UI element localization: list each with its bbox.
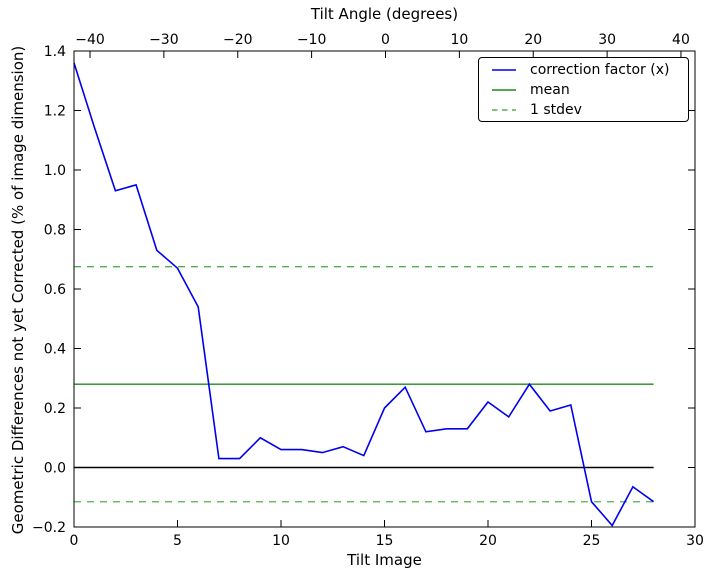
y-tick-label: −0.2 — [32, 520, 66, 536]
y-tick-label: 0.2 — [44, 401, 66, 417]
top-tick-label: 20 — [524, 32, 542, 48]
legend-item: 1 stdev — [479, 100, 688, 120]
top-tick-label: 0 — [381, 32, 390, 48]
x-tick-label: 0 — [70, 533, 79, 549]
y-tick-label: 1.0 — [44, 163, 66, 179]
x-tick-label: 20 — [479, 533, 497, 549]
plot-frame — [73, 50, 696, 528]
x-tick-label: 15 — [376, 533, 394, 549]
top-tick-label: 40 — [672, 32, 690, 48]
x-tick-label: 10 — [272, 533, 290, 549]
x-tick-label: 30 — [686, 533, 704, 549]
legend-line-sample-icon — [492, 69, 516, 71]
x-tick-label: 5 — [173, 533, 182, 549]
legend-item-label: correction factor (x) — [530, 62, 670, 79]
legend-item-label: 1 stdev — [530, 102, 582, 119]
top-tick-label: −20 — [223, 32, 253, 48]
top-axis-title: Tilt Angle (degrees) — [310, 5, 459, 23]
y-axis-label: Geometric Differences not yet Corrected … — [9, 45, 27, 535]
legend-line-sample-icon — [492, 109, 516, 112]
y-tick-label: 0.6 — [44, 282, 66, 298]
x-tick-label: 25 — [583, 533, 601, 549]
y-tick-label: 1.2 — [44, 104, 66, 120]
top-tick-label: 30 — [598, 32, 616, 48]
top-tick-label: −40 — [75, 32, 105, 48]
y-tick-label: 0.0 — [44, 461, 66, 477]
legend-line-sample-icon — [492, 89, 516, 92]
y-tick-label: 0.4 — [44, 342, 66, 358]
legend-item: correction factor (x) — [479, 60, 688, 80]
series-correction-factor-x- — [73, 62, 655, 527]
top-tick-label: −10 — [297, 32, 327, 48]
legend-item-label: mean — [530, 82, 570, 99]
top-tick-label: 10 — [450, 32, 468, 48]
legend-item: mean — [479, 80, 688, 100]
top-tick-label: −30 — [149, 32, 179, 48]
x-axis-label: Tilt Image — [347, 551, 422, 569]
y-tick-label: 0.8 — [44, 223, 66, 239]
y-tick-label: 1.4 — [44, 44, 66, 60]
legend: correction factor (x) mean 1 stdev — [478, 57, 689, 122]
